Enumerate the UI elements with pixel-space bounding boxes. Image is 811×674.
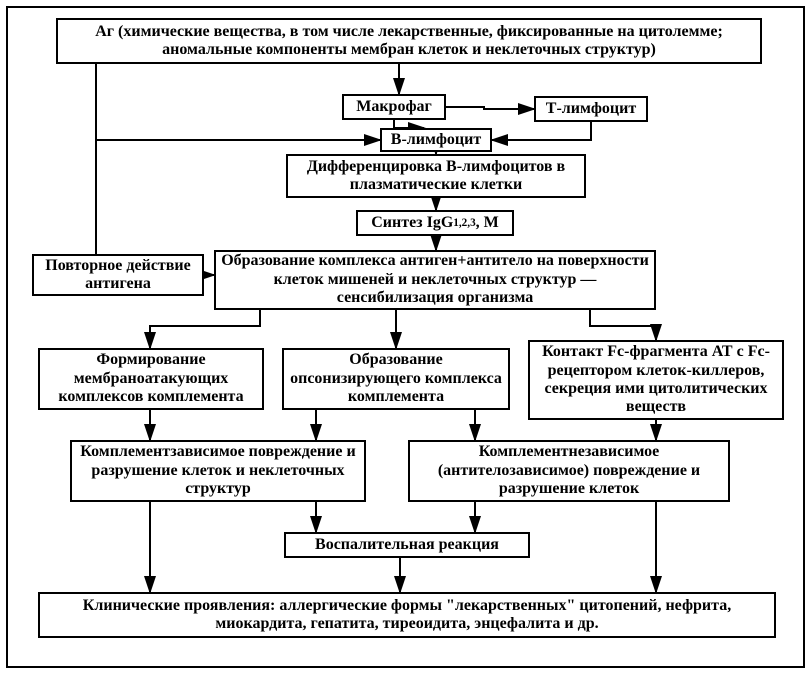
node-repeat: Повторное действие антигена — [32, 254, 204, 296]
node-opson: Образование опсонизирующего комплекса ко… — [282, 348, 510, 410]
node-diff: Дифференцировка В-лимфоцитов в плазматич… — [286, 154, 586, 198]
node-inflam: Воспалительная реакция — [284, 532, 530, 558]
node-compdep: Комплементзависимое повреждение и разруш… — [70, 440, 366, 502]
node-clinical: Клинические проявления: аллергические фо… — [38, 592, 776, 638]
node-fcfrag: Контакт Fc-фрагмента АТ с Fc-рецептором … — [528, 340, 784, 420]
node-blymph: В-лимфоцит — [380, 128, 492, 152]
node-tlymph: Т-лимфоцит — [534, 96, 648, 122]
node-synth: Синтез IgG1,2,3, M — [356, 210, 514, 236]
node-macrophage: Макрофаг — [342, 94, 446, 120]
node-complex: Образование комплекса антиген+антитело н… — [214, 250, 656, 310]
node-ag: Аг (химические вещества, в том числе лек… — [56, 18, 762, 64]
node-membattack: Формирование мембраноатакующих комплексо… — [38, 348, 264, 410]
node-compindep: Комплементнезависимое (антителозависимое… — [408, 440, 730, 502]
